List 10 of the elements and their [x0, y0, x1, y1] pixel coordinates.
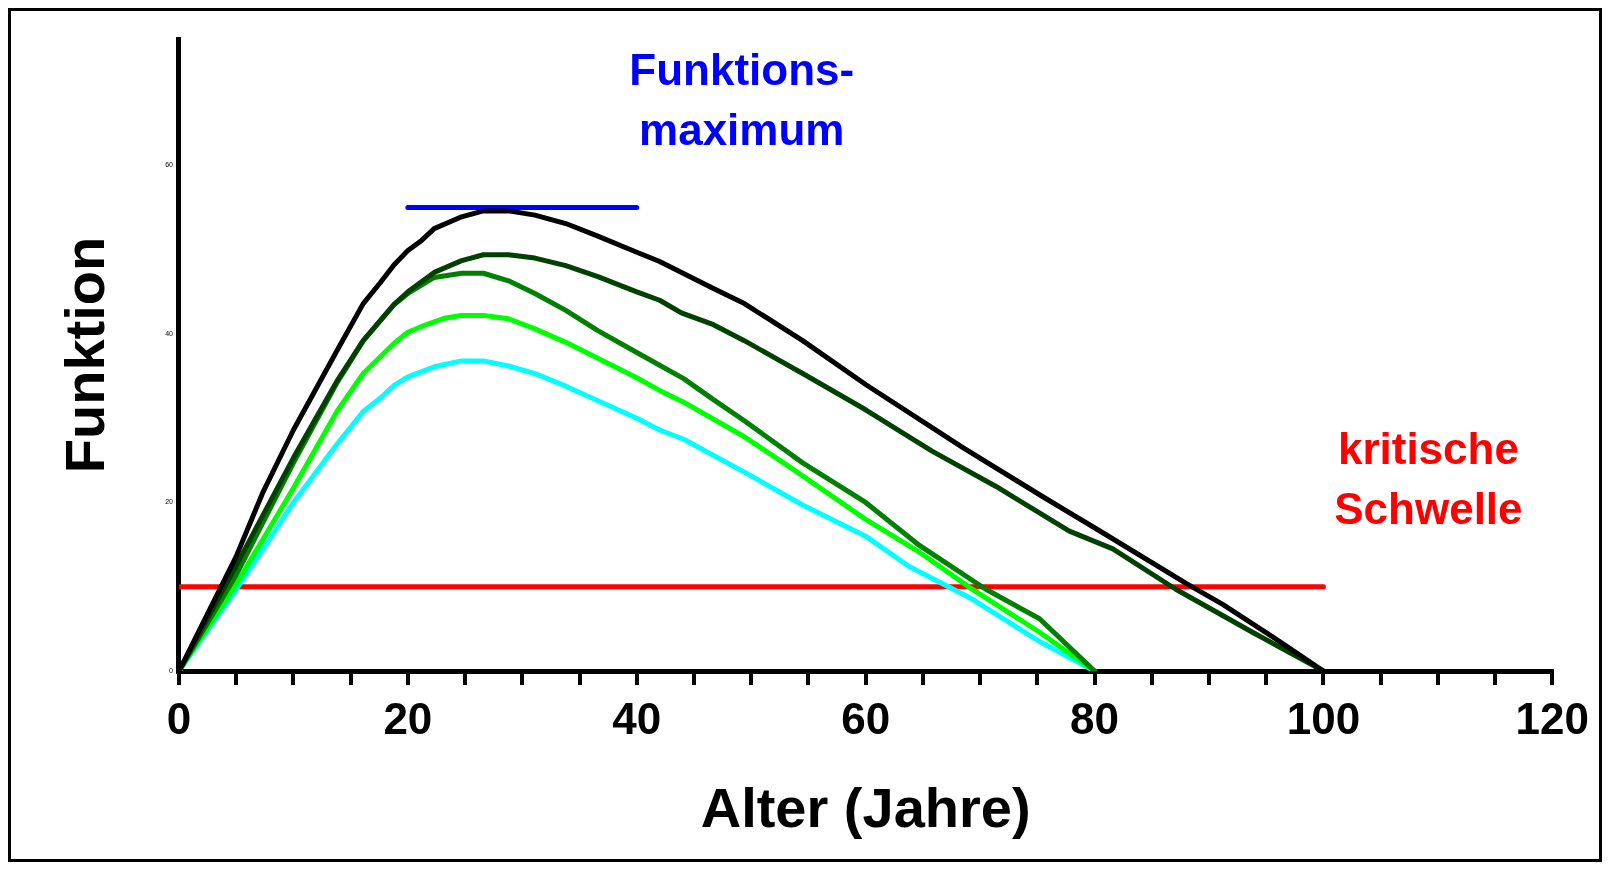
x-tick-label: 120 [1515, 693, 1589, 743]
x-tick-label: 20 [383, 693, 433, 743]
x-tick-label: 100 [1286, 693, 1361, 743]
x-tick-label: 40 [612, 693, 662, 743]
y-axis-title: Funktion [53, 236, 117, 474]
x-tick-label: 80 [1070, 693, 1119, 743]
x-tick-label: 60 [841, 693, 891, 743]
x-axis-title: Alter (Jahre) [700, 775, 1031, 839]
series-label: Funktions- maximum [629, 44, 855, 154]
series-label: kritische Schwelle [1334, 423, 1523, 533]
